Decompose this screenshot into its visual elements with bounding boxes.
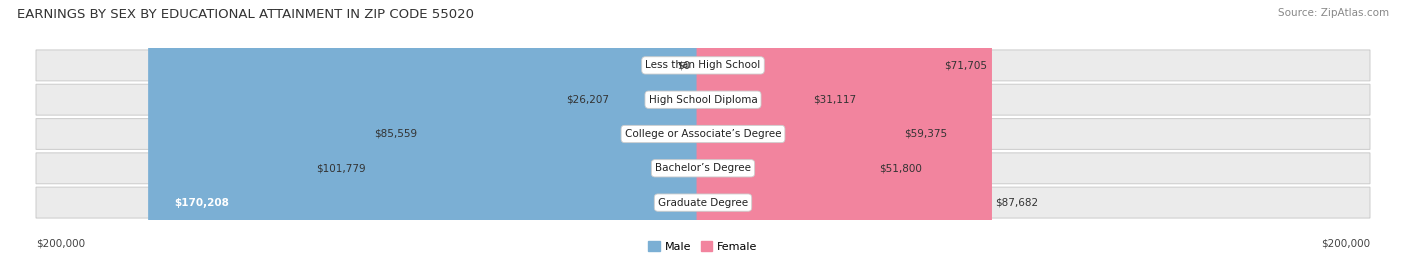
FancyBboxPatch shape (696, 0, 993, 268)
Text: $71,705: $71,705 (943, 60, 987, 70)
Text: $170,208: $170,208 (174, 198, 229, 208)
Text: $26,207: $26,207 (565, 95, 609, 105)
Text: $87,682: $87,682 (995, 198, 1038, 208)
Text: High School Diploma: High School Diploma (648, 95, 758, 105)
FancyBboxPatch shape (696, 0, 941, 268)
Text: $0: $0 (676, 60, 690, 70)
FancyBboxPatch shape (37, 118, 1369, 150)
Text: $51,800: $51,800 (880, 163, 922, 173)
FancyBboxPatch shape (612, 0, 710, 268)
Text: $200,000: $200,000 (37, 239, 86, 249)
Text: $200,000: $200,000 (1320, 239, 1369, 249)
Text: $101,779: $101,779 (316, 163, 366, 173)
FancyBboxPatch shape (696, 0, 876, 268)
Text: College or Associate’s Degree: College or Associate’s Degree (624, 129, 782, 139)
FancyBboxPatch shape (37, 153, 1369, 184)
Text: $85,559: $85,559 (374, 129, 418, 139)
FancyBboxPatch shape (37, 187, 1369, 218)
FancyBboxPatch shape (368, 0, 710, 268)
Text: Bachelor’s Degree: Bachelor’s Degree (655, 163, 751, 173)
Text: Graduate Degree: Graduate Degree (658, 198, 748, 208)
Legend: Male, Female: Male, Female (648, 241, 758, 252)
Text: EARNINGS BY SEX BY EDUCATIONAL ATTAINMENT IN ZIP CODE 55020: EARNINGS BY SEX BY EDUCATIONAL ATTAINMEN… (17, 8, 474, 21)
FancyBboxPatch shape (420, 0, 710, 268)
Text: $31,117: $31,117 (813, 95, 856, 105)
Text: $59,375: $59,375 (904, 129, 948, 139)
Text: Source: ZipAtlas.com: Source: ZipAtlas.com (1278, 8, 1389, 18)
FancyBboxPatch shape (696, 0, 901, 268)
FancyBboxPatch shape (148, 0, 710, 268)
FancyBboxPatch shape (37, 84, 1369, 115)
FancyBboxPatch shape (696, 0, 810, 268)
FancyBboxPatch shape (37, 50, 1369, 81)
Text: Less than High School: Less than High School (645, 60, 761, 70)
